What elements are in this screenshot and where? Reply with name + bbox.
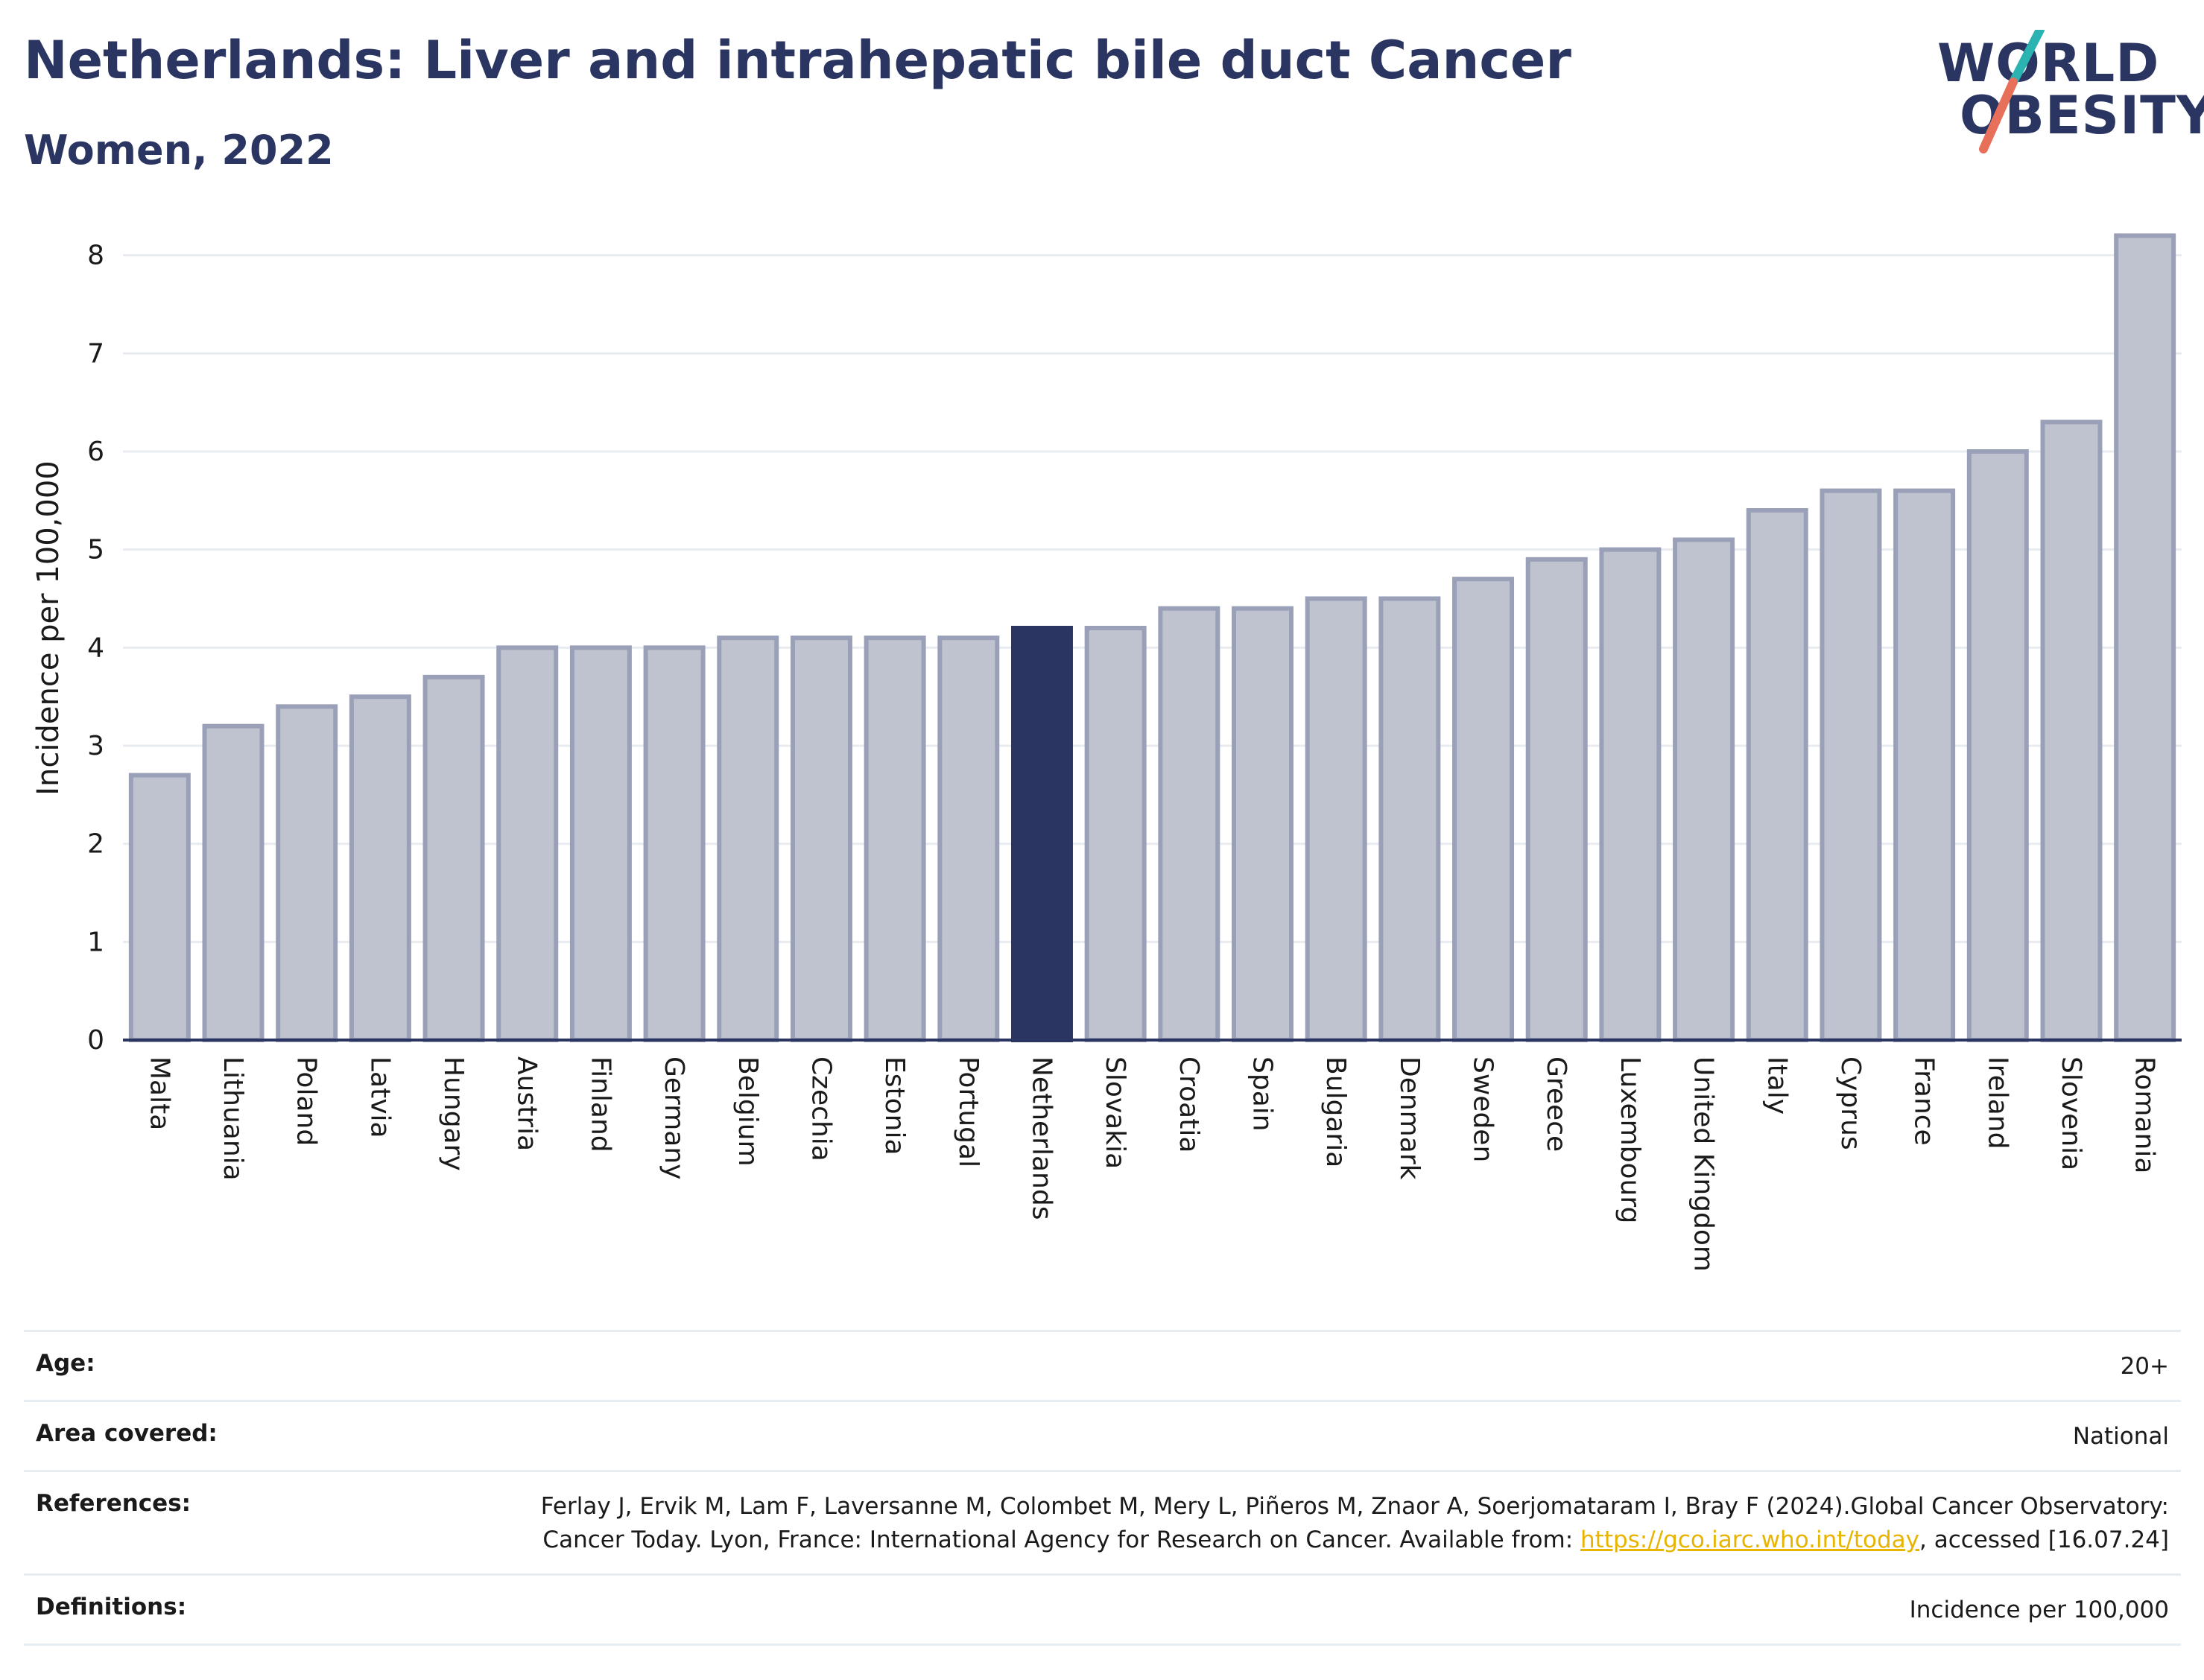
- x-tick-label: Estonia: [879, 1056, 910, 1156]
- bar-germany: [643, 645, 706, 1042]
- y-tick-label: 4: [87, 633, 104, 663]
- bar-romania: [2114, 233, 2176, 1042]
- meta-definitions-value: Incidence per 100,000: [1909, 1596, 2169, 1623]
- x-tick-label: Netherlands: [1026, 1056, 1057, 1220]
- x-tick-label: France: [1909, 1056, 1939, 1146]
- meta-row-references: References: Ferlay J, Ervik M, Lam F, La…: [24, 1469, 2181, 1573]
- bar-bulgaria: [1305, 596, 1367, 1042]
- bar-poland: [276, 704, 338, 1042]
- bar-italy: [1746, 508, 1808, 1042]
- x-tick-label: Bulgaria: [1320, 1056, 1351, 1167]
- x-tick-label: Malta: [144, 1056, 174, 1130]
- meta-row-age: Age: 20+: [24, 1330, 2181, 1400]
- bar-estonia: [864, 635, 926, 1042]
- bar-chart: 0 1 2 3 4 5 6 7 8 Incidence per 100,000 Malta Lithu…: [31, 233, 2182, 1272]
- meta-references-value: Ferlay J, Ervik M, Lam F, Laversanne M, …: [530, 1490, 2169, 1557]
- x-tick-label: Portugal: [953, 1056, 984, 1167]
- y-tick-label: 3: [87, 731, 104, 761]
- x-tick-label: Ireland: [1982, 1056, 2013, 1150]
- x-tick-label: Slovenia: [2056, 1056, 2086, 1170]
- bar-luxembourg: [1599, 547, 1662, 1042]
- bar-netherlands: [1010, 626, 1073, 1042]
- x-tick-label: Poland: [291, 1056, 322, 1146]
- x-tick-label: Romania: [2129, 1056, 2160, 1173]
- meta-row-definitions: Definitions: Incidence per 100,000: [24, 1573, 2181, 1646]
- logo-line-1: WORLD: [1937, 33, 2160, 94]
- bar-slovakia: [1084, 626, 1147, 1042]
- references-link[interactable]: https://gco.iarc.who.int/today: [1580, 1526, 1919, 1553]
- bar-malta: [128, 773, 191, 1042]
- y-tick-label: 6: [87, 437, 104, 467]
- world-obesity-logo: WORLD OBESITY: [1937, 30, 2204, 156]
- x-tick-label: Denmark: [1394, 1056, 1425, 1180]
- bar-slovenia: [2040, 419, 2103, 1042]
- bar-latvia: [349, 694, 411, 1043]
- x-tick-label: Belgium: [732, 1056, 763, 1167]
- bar-lithuania: [202, 723, 265, 1043]
- bar-portugal: [937, 635, 1000, 1042]
- meta-age-value: 20+: [2120, 1353, 2169, 1380]
- y-axis-title: Incidence per 100,000: [31, 460, 66, 796]
- x-tick-label: Greece: [1541, 1056, 1571, 1152]
- meta-definitions-label: Definitions:: [36, 1593, 187, 1620]
- x-tick-label: Luxembourg: [1615, 1056, 1645, 1223]
- y-tick-label: 1: [87, 927, 104, 957]
- references-accessed: , accessed [16.07.24]: [1919, 1526, 2169, 1553]
- y-tick-label: 5: [87, 535, 104, 565]
- bar-ireland: [1966, 449, 2029, 1042]
- bar-czechia: [790, 635, 852, 1042]
- x-tick-label: Latvia: [364, 1056, 395, 1138]
- bar-spain: [1232, 606, 1294, 1042]
- x-tick-label: Cyprus: [1835, 1056, 1866, 1150]
- meta-area-label: Area covered:: [36, 1419, 218, 1447]
- bar-austria: [496, 645, 559, 1042]
- y-tick-label: 0: [87, 1025, 104, 1056]
- chart-title: Netherlands: Liver and intrahepatic bile…: [24, 30, 1571, 91]
- bar-greece: [1525, 557, 1588, 1043]
- x-tick-label: Spain: [1247, 1056, 1278, 1132]
- x-tick-label: Italy: [1761, 1056, 1792, 1115]
- bar-france: [1893, 488, 1956, 1042]
- meta-area-value: National: [2072, 1422, 2169, 1450]
- y-tick-label: 8: [87, 241, 104, 271]
- x-tick-label: United Kingdom: [1688, 1056, 1719, 1272]
- x-tick-label: Austria: [512, 1056, 542, 1151]
- bar-cyprus: [1820, 488, 1882, 1042]
- x-tick-label: Lithuania: [218, 1056, 248, 1181]
- bar-belgium: [717, 635, 779, 1042]
- logo-slash-icon: [1979, 30, 2045, 153]
- bar-croatia: [1158, 606, 1220, 1042]
- meta-row-area: Area covered: National: [24, 1399, 2181, 1470]
- x-tick-label: Finland: [585, 1056, 615, 1153]
- bar-sweden: [1452, 577, 1515, 1042]
- bar-denmark: [1378, 596, 1441, 1042]
- bar-united-kingdom: [1673, 537, 1735, 1042]
- references-text: Ferlay J, Ervik M, Lam F, Laversanne M, …: [540, 1492, 2169, 1553]
- x-tick-label: Germany: [659, 1056, 689, 1179]
- metadata-table: Age: 20+ Area covered: National Referenc…: [24, 1330, 2181, 1646]
- x-tick-label: Hungary: [438, 1056, 469, 1171]
- y-tick-label: 7: [87, 338, 104, 369]
- meta-references-label: References:: [36, 1489, 191, 1517]
- bar-hungary: [422, 674, 485, 1042]
- x-tick-label: Slovakia: [1100, 1056, 1130, 1169]
- x-tick-label: Sweden: [1468, 1056, 1498, 1162]
- bar-finland: [569, 645, 632, 1042]
- meta-age-label: Age:: [36, 1350, 95, 1377]
- chart-subtitle: Women, 2022: [24, 127, 334, 174]
- y-tick-label: 2: [87, 829, 104, 860]
- x-tick-label: Czechia: [805, 1056, 836, 1161]
- x-tick-label: Croatia: [1174, 1056, 1204, 1153]
